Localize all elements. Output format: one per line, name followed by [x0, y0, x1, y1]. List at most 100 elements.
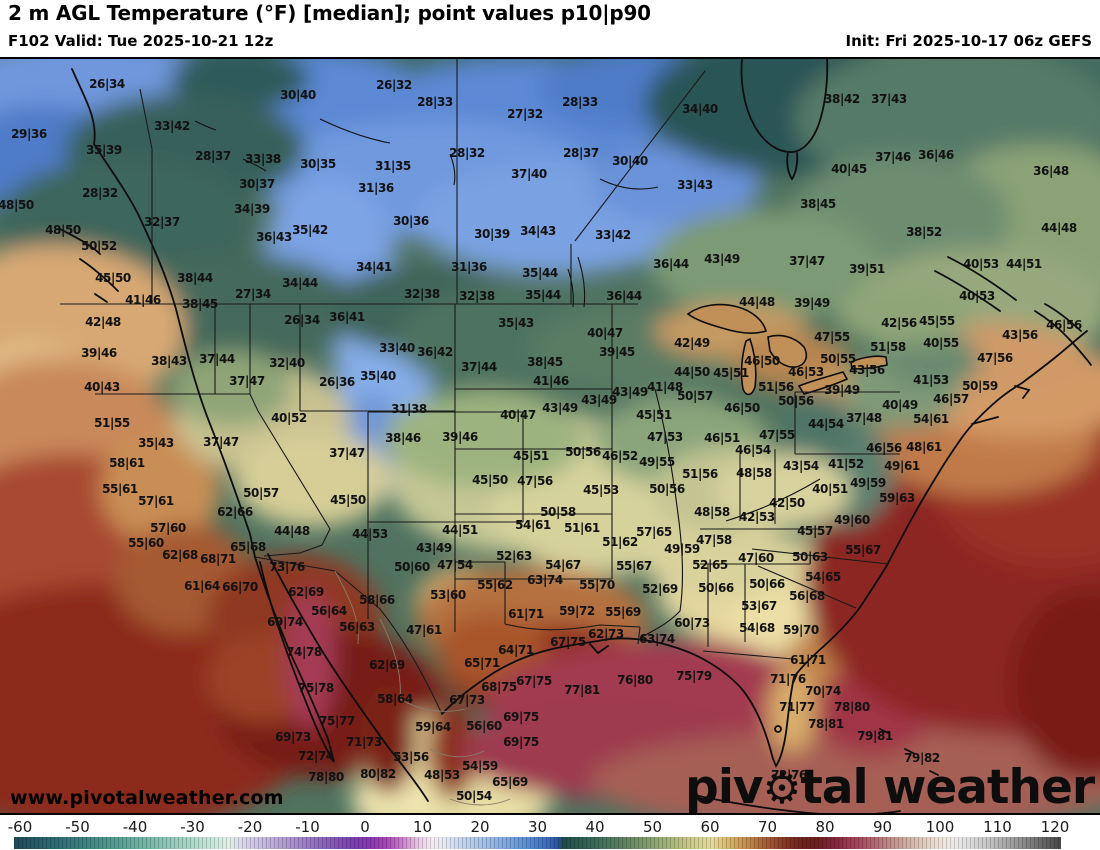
- point-value: 26|36: [319, 375, 355, 389]
- colorbar-tick-label: 30: [527, 818, 548, 836]
- point-value: 44|51: [442, 523, 478, 537]
- point-value: 49|61: [884, 459, 920, 473]
- point-value: 56|64: [311, 604, 347, 618]
- point-value: 47|58: [696, 533, 732, 547]
- point-value: 48|50: [45, 223, 81, 237]
- point-value: 37|40: [511, 167, 547, 181]
- point-value: 51|56: [682, 467, 718, 481]
- point-value: 50|54: [456, 789, 492, 803]
- point-value: 75|77: [319, 714, 355, 728]
- point-value: 41|48: [647, 380, 683, 394]
- point-value: 59|70: [783, 623, 819, 637]
- point-value: 44|53: [352, 527, 388, 541]
- point-value: 38|43: [151, 354, 187, 368]
- temperature-map[interactable]: 26|34 30|40 33|42 29|36 35|39 28|37 33|38 30|35…: [0, 57, 1100, 815]
- colorbar-tick-label: 110: [983, 818, 1012, 836]
- point-value: 44|48: [739, 295, 775, 309]
- point-value: 55|67: [616, 559, 652, 573]
- point-value: 28|33: [417, 95, 453, 109]
- point-value: 50|57: [243, 486, 279, 500]
- point-value: 69|73: [275, 730, 311, 744]
- point-value: 50|56: [778, 394, 814, 408]
- point-value: 44|54: [808, 417, 844, 431]
- point-value: 30|36: [393, 214, 429, 228]
- point-value: 51|62: [602, 535, 638, 549]
- point-value: 35|44: [525, 288, 561, 302]
- point-value: 40|45: [831, 162, 867, 176]
- point-value: 50|66: [749, 577, 785, 591]
- point-value: 46|50: [744, 354, 780, 368]
- point-value: 40|55: [923, 336, 959, 350]
- point-value: 37|47: [203, 435, 239, 449]
- colorbar-tick-label: -30: [180, 818, 205, 836]
- point-value: 33|38: [245, 152, 281, 166]
- point-value: 62|69: [369, 658, 405, 672]
- point-value: 45|53: [583, 483, 619, 497]
- point-value: 34|39: [234, 202, 270, 216]
- point-value: 44|51: [1006, 257, 1042, 271]
- point-value: 70|74: [805, 684, 841, 698]
- point-value: 30|37: [239, 177, 275, 191]
- point-value: 33|42: [595, 228, 631, 242]
- point-value: 45|50: [330, 493, 366, 507]
- point-value: 49|59: [850, 476, 886, 490]
- point-value: 28|32: [82, 186, 118, 200]
- point-value: 67|75: [516, 674, 552, 688]
- point-value: 38|45: [527, 355, 563, 369]
- point-value: 36|46: [918, 148, 954, 162]
- point-value: 61|64: [184, 579, 220, 593]
- point-value: 75|79: [676, 669, 712, 683]
- point-value: 67|73: [449, 693, 485, 707]
- point-value: 40|43: [84, 380, 120, 394]
- point-value: 46|54: [735, 443, 771, 457]
- point-value: 51|55: [94, 416, 130, 430]
- point-value: 78|81: [808, 717, 844, 731]
- point-value: 53|67: [741, 599, 777, 613]
- point-value: 43|54: [783, 459, 819, 473]
- point-value: 76|80: [617, 673, 653, 687]
- point-value: 39|46: [81, 346, 117, 360]
- point-value: 49|60: [834, 513, 870, 527]
- point-value: 50|59: [962, 379, 998, 393]
- point-value: 50|66: [698, 581, 734, 595]
- point-value: 52|65: [692, 558, 728, 572]
- point-value: 39|49: [824, 383, 860, 397]
- point-value: 40|53: [963, 257, 999, 271]
- point-value: 26|34: [89, 77, 125, 91]
- point-value: 50|60: [394, 560, 430, 574]
- point-value: 45|55: [919, 314, 955, 328]
- point-value: 50|55: [820, 352, 856, 366]
- point-value: 63|74: [527, 573, 563, 587]
- point-value: 53|60: [430, 588, 466, 602]
- point-value: 71|73: [346, 735, 382, 749]
- point-value: 48|53: [424, 768, 460, 782]
- point-value: 28|33: [562, 95, 598, 109]
- point-value: 48|61: [906, 440, 942, 454]
- point-value: 59|64: [415, 720, 451, 734]
- point-value: 45|51: [713, 366, 749, 380]
- point-value: 44|48: [1041, 221, 1077, 235]
- point-value: 43|49: [704, 252, 740, 266]
- point-value: 65|71: [464, 656, 500, 670]
- point-value: 40|47: [587, 326, 623, 340]
- point-value: 55|61: [102, 482, 138, 496]
- point-value: 45|50: [472, 473, 508, 487]
- point-value: 54|67: [545, 558, 581, 572]
- point-value: 46|51: [704, 431, 740, 445]
- point-value: 27|32: [507, 107, 543, 121]
- point-value: 38|46: [385, 431, 421, 445]
- point-value: 77|81: [564, 683, 600, 697]
- point-value: 54|61: [913, 412, 949, 426]
- point-value: 54|61: [515, 518, 551, 532]
- point-value: 40|51: [812, 482, 848, 496]
- point-value: 35|43: [498, 316, 534, 330]
- point-value: 35|43: [138, 436, 174, 450]
- point-value: 38|42: [824, 92, 860, 106]
- point-value: 52|69: [642, 582, 678, 596]
- point-value: 47|56: [517, 474, 553, 488]
- point-value: 36|44: [653, 257, 689, 271]
- point-value: 71|76: [770, 672, 806, 686]
- point-value: 61|71: [508, 607, 544, 621]
- point-value: 28|37: [563, 146, 599, 160]
- point-value: 42|56: [881, 316, 917, 330]
